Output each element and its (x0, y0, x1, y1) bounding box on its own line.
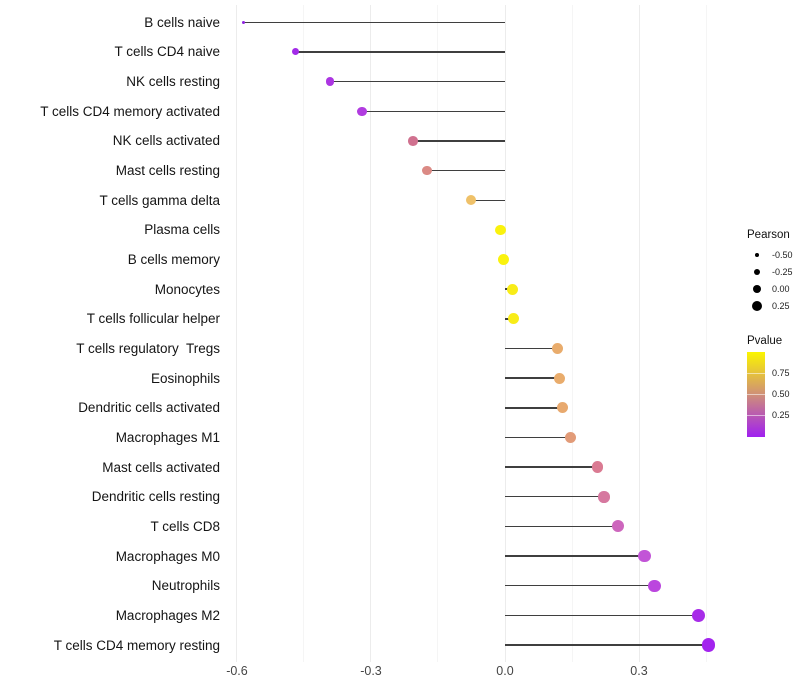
lollipop-point (291, 48, 299, 56)
x-tick-label: 0.3 (630, 664, 648, 678)
legend-size-dot (752, 284, 762, 294)
lollipop-stem (505, 614, 699, 617)
y-axis-label: Mast cells activated (102, 459, 220, 475)
lollipop-point (638, 549, 651, 563)
gridline-major (236, 5, 238, 662)
gridline-major (638, 5, 640, 662)
lollipop-point (421, 165, 432, 176)
colorbar-tick-label: 0.75 (772, 367, 790, 378)
colorbar-tick (747, 394, 765, 395)
y-axis-label: B cells naive (144, 14, 220, 30)
lollipop-point (241, 20, 246, 25)
lollipop-stem (243, 21, 505, 23)
lollipop-stem (412, 140, 505, 142)
gridline-minor (303, 5, 305, 662)
y-axis-label: Neutrophils (151, 578, 220, 594)
legend-size-label: -0.50 (772, 249, 793, 260)
lollipop-stem (505, 347, 558, 350)
y-axis-label: T cells follicular helper (86, 311, 220, 327)
lollipop-stem (505, 496, 605, 498)
lollipop-stem (505, 525, 618, 528)
colorbar-tick-label: 0.50 (772, 389, 790, 399)
lollipop-point (564, 431, 576, 444)
lollipop-stem (505, 644, 709, 646)
lollipop-point (325, 77, 335, 86)
gridline-minor (705, 5, 707, 662)
lollipop-stem (505, 555, 645, 557)
lollipop-point (495, 224, 506, 236)
lollipop-point (691, 608, 706, 623)
y-axis-label: T cells regulatory Tregs (76, 341, 220, 356)
y-axis-label: B cells memory (127, 252, 220, 268)
lollipop-stem (295, 51, 505, 53)
lollipop-point (507, 283, 519, 295)
y-axis-label: Macrophages M2 (115, 607, 220, 623)
legend-size-dot (752, 301, 762, 311)
lollipop-stem (505, 377, 560, 379)
lollipop-stem (362, 110, 505, 112)
colorbar-tick (747, 415, 765, 417)
legend-size-label: 0.00 (772, 283, 790, 294)
y-axis-label: T cells gamma delta (99, 192, 220, 208)
y-axis-label: T cells CD4 memory resting (53, 637, 220, 653)
y-axis-label: T cells CD4 memory activated (40, 103, 220, 119)
gridline-minor (571, 5, 573, 662)
gridline-major (504, 5, 506, 662)
lollipop-stem (426, 169, 505, 172)
y-axis-label: T cells CD8 (150, 518, 220, 534)
y-axis-label: Eosinophils (150, 370, 220, 386)
legend-size-label: 0.25 (772, 300, 790, 311)
y-axis-label: Macrophages M1 (115, 429, 220, 445)
x-tick-label: -0.6 (226, 664, 248, 678)
lollipop-stem (470, 199, 505, 201)
y-axis-label: NK cells activated (112, 133, 220, 149)
y-axis-label: Macrophages M0 (115, 548, 220, 564)
lollipop-point (612, 520, 624, 533)
lollipop-point (408, 136, 418, 146)
colorbar-tick (747, 372, 765, 374)
y-axis-label: NK cells resting (126, 74, 220, 90)
y-axis-label: T cells CD4 naive (114, 44, 220, 60)
pearson-legend-title: Pearson (747, 229, 790, 241)
lollipop-stem (505, 466, 598, 468)
x-tick-label: 0.0 (496, 664, 514, 678)
lollipop-point (357, 106, 367, 116)
legend-size-label: -0.25 (772, 266, 793, 277)
gridline-minor (437, 5, 439, 662)
lollipop-point (598, 491, 610, 503)
x-tick-label: -0.3 (360, 664, 382, 678)
lollipop-stem (329, 80, 505, 83)
lollipop-point (497, 254, 509, 266)
y-axis-label: Mast cells resting (115, 163, 220, 179)
lollipop-point (553, 372, 565, 384)
lollipop-point (701, 638, 715, 652)
lollipop-point (465, 195, 476, 206)
y-axis-label: Dendritic cells resting (91, 489, 220, 505)
gridline-major (370, 5, 372, 662)
lollipop-stem (505, 436, 571, 439)
lollipop-point (591, 461, 604, 473)
lollipop-point (507, 313, 519, 325)
lollipop-point (648, 579, 661, 592)
lollipop-point (556, 402, 568, 414)
y-axis-label: Plasma cells (144, 222, 220, 238)
legend-size-dot (753, 268, 761, 276)
lollipop-stem (505, 585, 655, 587)
lollipop-stem (505, 407, 563, 409)
y-axis-label: Monocytes (154, 281, 220, 297)
lollipop-point (551, 343, 563, 354)
legend-size-dot (754, 252, 760, 258)
y-axis-label: Dendritic cells activated (78, 400, 220, 416)
pvalue-legend-title: Pvalue (747, 335, 783, 347)
colorbar-tick-label: 0.25 (772, 410, 790, 421)
